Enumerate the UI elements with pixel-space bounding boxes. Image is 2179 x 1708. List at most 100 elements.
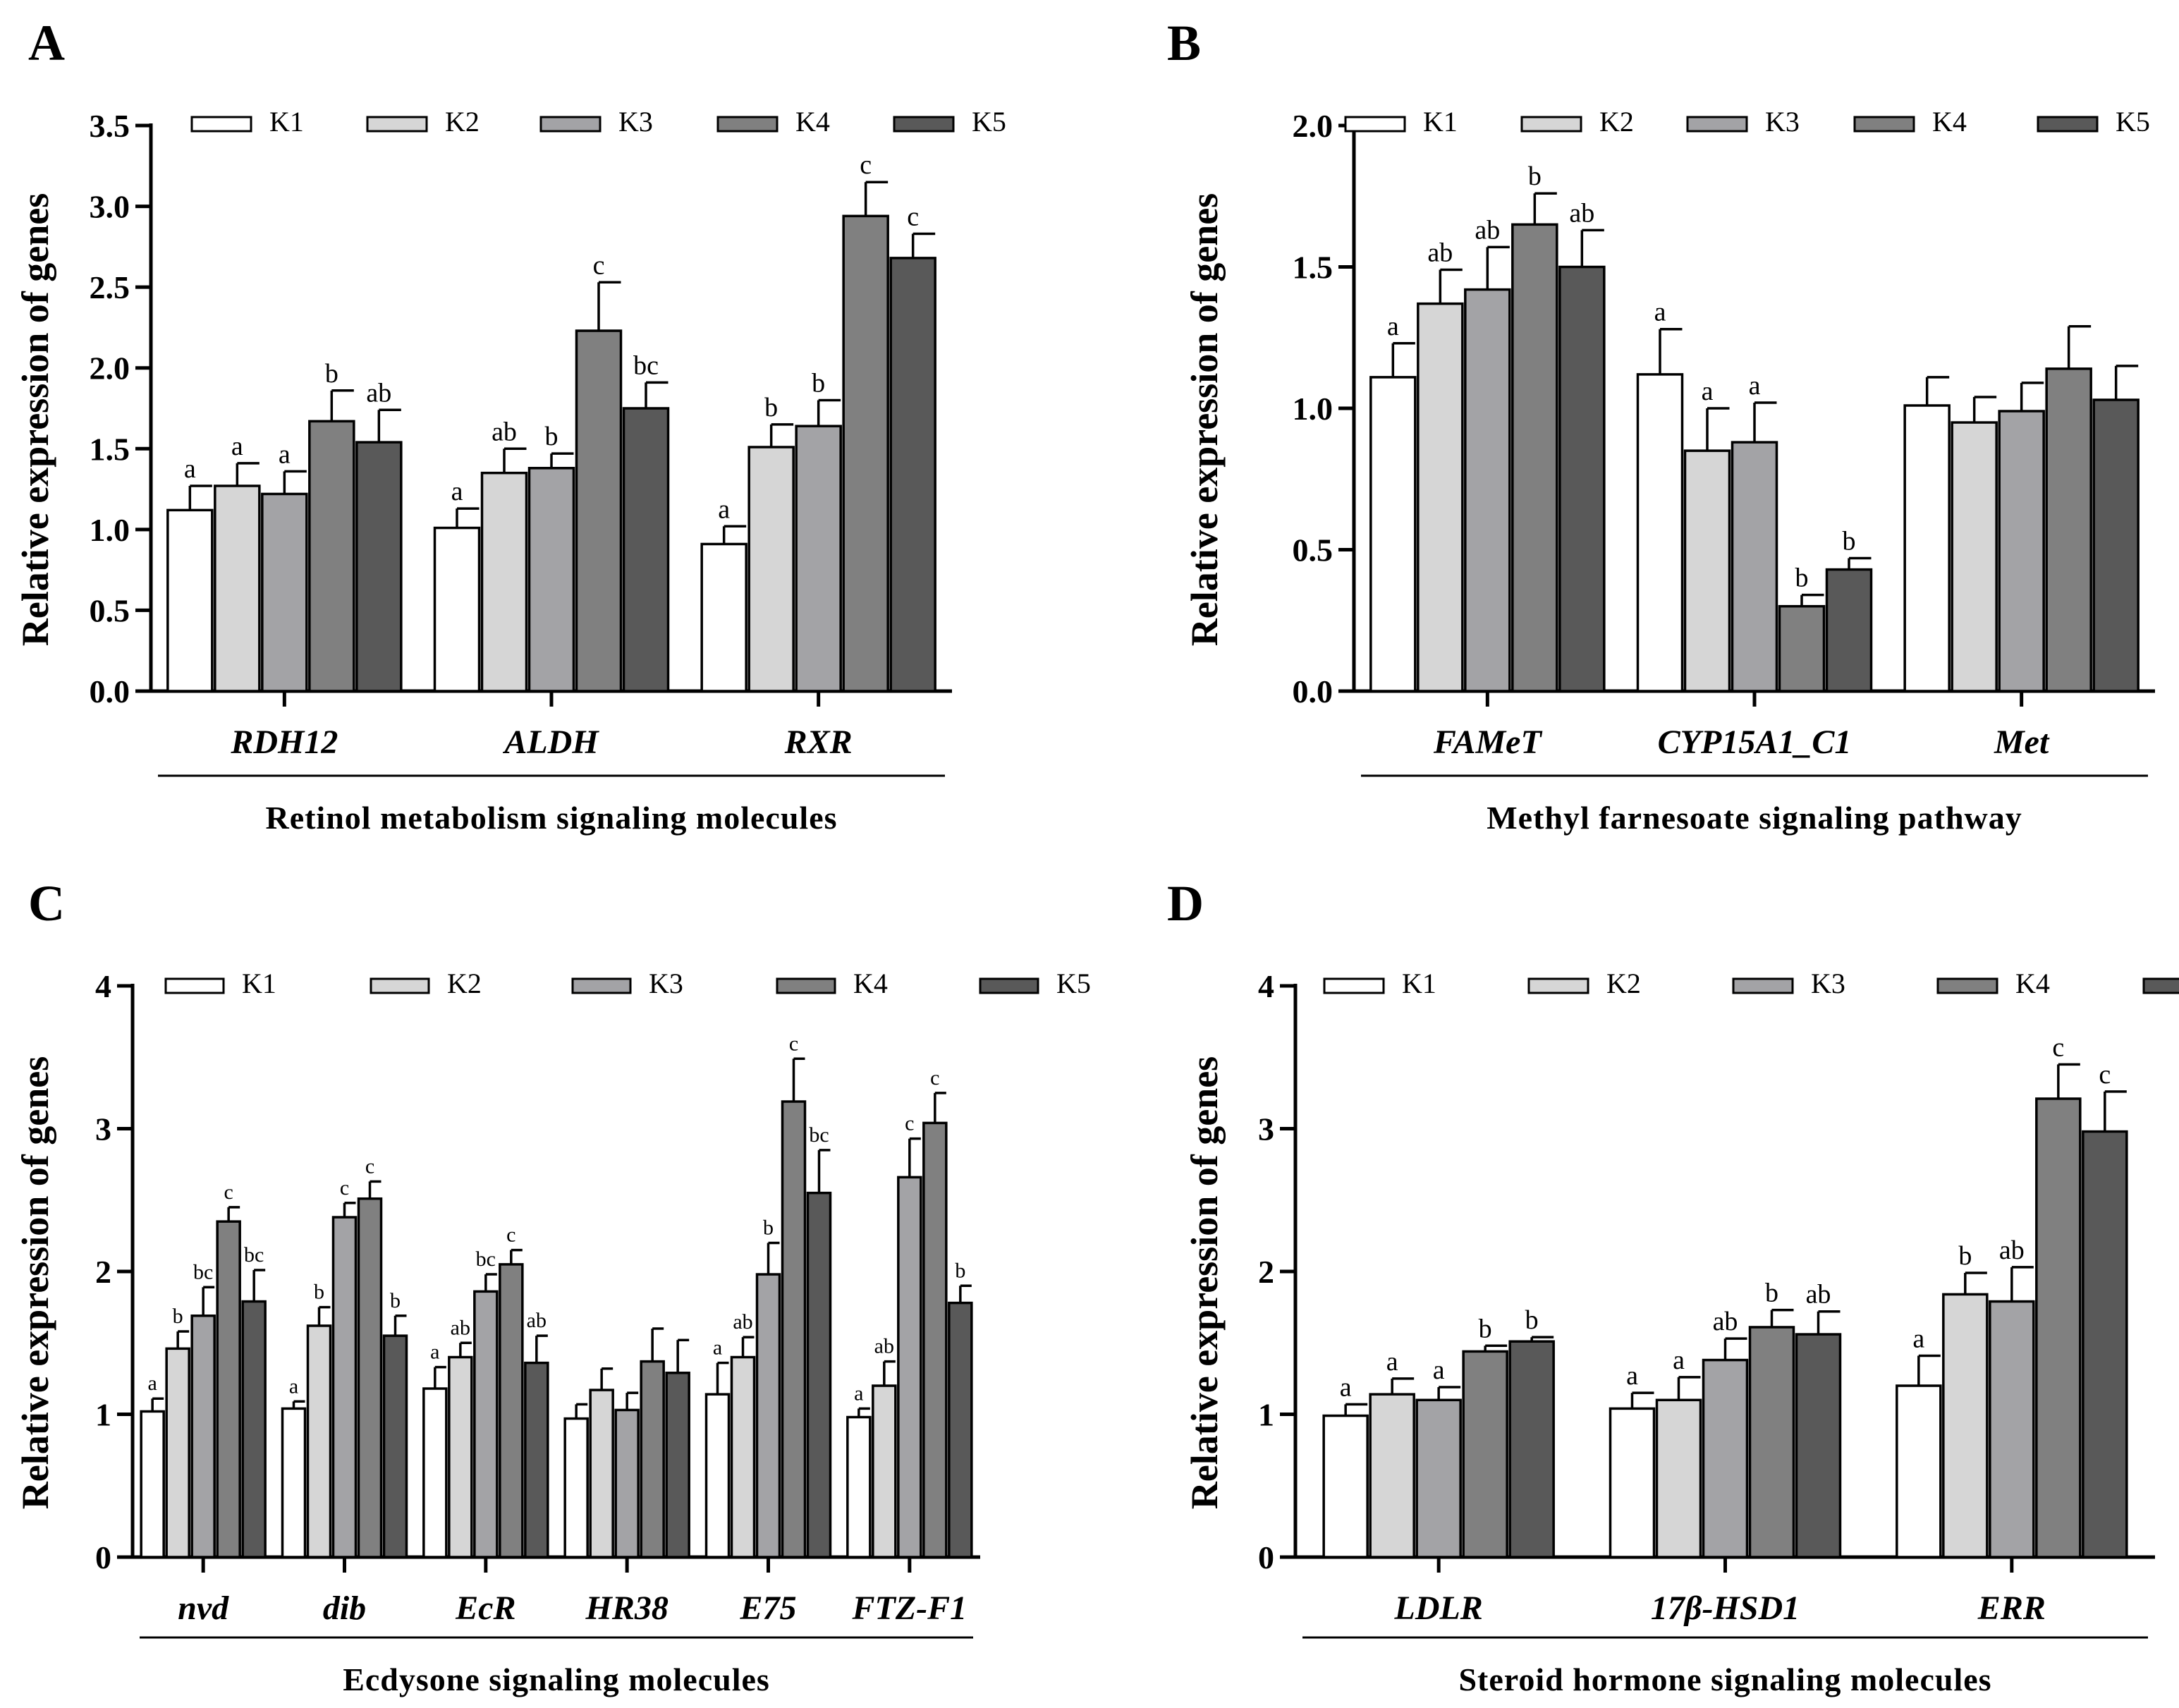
bar [306, 1324, 332, 1558]
bar [795, 425, 842, 693]
legend-label-k1: K1 [269, 106, 304, 138]
bar [2082, 1130, 2128, 1558]
significance-label: bc [244, 1243, 264, 1267]
bar [190, 1314, 216, 1558]
bar [1558, 265, 1606, 693]
x-tick-label: FAMeT [1433, 724, 1543, 761]
bar [473, 1290, 499, 1558]
bar [846, 1415, 872, 1558]
x-tick-label: Met [1994, 724, 2050, 761]
bar [140, 1410, 165, 1558]
bar [448, 1355, 473, 1558]
significance-label: c [789, 1032, 798, 1055]
x-tick-label: RDH12 [230, 724, 338, 761]
y-tick-label: 3.0 [90, 189, 130, 225]
legend-label-k3: K3 [1765, 106, 1800, 138]
significance-label: bc [193, 1260, 213, 1283]
y-tick-label: 0 [95, 1539, 111, 1575]
y-tick-label: 2.0 [1293, 108, 1333, 144]
legend: K1 K2 K3 K4 K5 [1344, 106, 2150, 138]
legend-swatch-k5 [2037, 116, 2099, 133]
bar [527, 467, 575, 693]
x-tick-label: CYP15A1_C1 [1658, 724, 1852, 761]
legend-swatch-k3 [571, 977, 632, 994]
significance-label: a [231, 432, 243, 461]
x-axis-title: Retinol metabolism signaling molecules [265, 800, 837, 836]
bar [1655, 1398, 1702, 1558]
significance-label: c [506, 1224, 515, 1247]
x-tick-label: E75 [739, 1590, 796, 1627]
y-axis-title: Relative expression of genes [14, 193, 56, 646]
significance-label: ab [1427, 238, 1453, 268]
y-tick-label: 2.0 [90, 350, 130, 386]
bar [1778, 604, 1826, 693]
bar [1795, 1333, 1842, 1558]
y-tick-label: 3.5 [90, 108, 130, 144]
bar [922, 1121, 948, 1558]
significance-label: b [1525, 1305, 1539, 1335]
significance-label: a [1340, 1372, 1352, 1402]
bar [1417, 302, 1464, 693]
significance-label: b [764, 393, 778, 422]
bar [755, 1273, 781, 1558]
significance-label: ab [1475, 215, 1500, 245]
legend-swatch-k3 [539, 116, 602, 133]
y-axis-title: Relative expression of genes [14, 1056, 56, 1509]
bar [842, 214, 889, 693]
legend-label-k2: K2 [445, 106, 480, 138]
significance-label: ab [527, 1309, 547, 1332]
significance-label: b [1765, 1279, 1778, 1308]
bar [357, 1197, 383, 1558]
legend-swatch-k3 [1732, 977, 1794, 994]
legend: K1 K2 K3 K4 K5 [164, 968, 1091, 999]
bar [480, 471, 528, 693]
y-tick-label: 0.5 [90, 592, 130, 628]
significance-label: ab [492, 417, 517, 446]
bar [1989, 1300, 2035, 1558]
legend-swatch-k2 [1520, 116, 1582, 133]
x-tick-label: HR38 [585, 1590, 668, 1627]
x-tick-label: FTZ-F1 [852, 1590, 968, 1627]
bar [2045, 367, 2092, 693]
significance-label: a [1673, 1346, 1685, 1375]
significance-label: a [1626, 1361, 1638, 1391]
significance-label: ab [874, 1335, 894, 1358]
significance-label: b [173, 1305, 183, 1328]
panel-letter-c: C [28, 875, 65, 932]
legend-swatch-k5 [893, 116, 955, 133]
bar [889, 257, 936, 693]
y-tick-label: 0.5 [1293, 532, 1333, 568]
legend-label-k4: K4 [853, 968, 888, 999]
bar [1511, 223, 1558, 693]
legend-label-k2: K2 [1599, 106, 1634, 138]
significance-label: c [340, 1176, 349, 1200]
y-tick-label: 0 [1258, 1539, 1274, 1575]
bar [499, 1263, 524, 1558]
bar [1731, 441, 1778, 693]
bar [614, 1408, 640, 1558]
significance-label: b [1843, 527, 1856, 556]
bar [1683, 449, 1731, 693]
legend-swatch-k2 [366, 116, 428, 133]
legend-label-k1: K1 [1402, 968, 1436, 999]
y-axis-title: Relative expression of genes [1183, 193, 1226, 646]
bar [640, 1360, 665, 1558]
significance-label: ab [1806, 1280, 1831, 1310]
y-tick-label: 2 [95, 1254, 111, 1290]
bar [355, 441, 403, 693]
legend-swatch-k5 [979, 977, 1039, 994]
x-tick-label: nvd [178, 1590, 229, 1627]
y-tick-label: 0.0 [90, 673, 130, 709]
significance-label: ab [451, 1316, 470, 1339]
significance-label: a [279, 439, 291, 469]
bar [1636, 373, 1684, 693]
legend-swatch-k4 [716, 116, 779, 133]
bar [2035, 1097, 2082, 1558]
significance-label: b [545, 422, 559, 451]
legend-label-k3: K3 [618, 106, 653, 138]
bar [575, 329, 623, 693]
legend-label-k3: K3 [649, 968, 683, 999]
x-axis-title: Methyl farnesoate signaling pathway [1487, 800, 2022, 836]
